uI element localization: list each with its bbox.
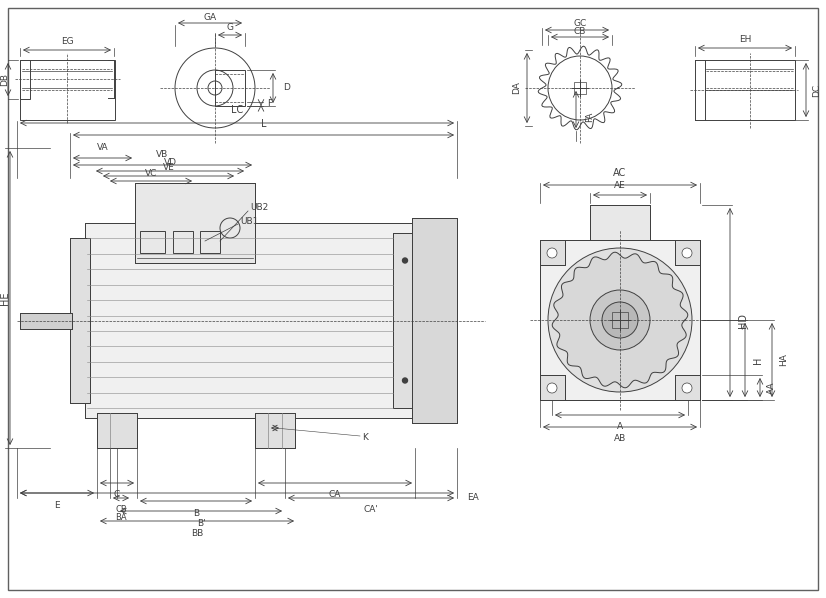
Bar <box>97 413 137 448</box>
Bar <box>140 231 165 253</box>
Bar <box>135 183 255 263</box>
Circle shape <box>402 378 407 383</box>
Text: UB1: UB1 <box>240 216 259 225</box>
Bar <box>70 238 90 403</box>
Text: G: G <box>226 23 234 32</box>
Circle shape <box>548 248 692 392</box>
Text: EH: EH <box>738 35 751 44</box>
Text: B: B <box>193 509 199 518</box>
Text: BA: BA <box>115 513 127 522</box>
Bar <box>85 223 425 418</box>
Bar <box>540 375 565 400</box>
Text: EG: EG <box>60 38 74 47</box>
Text: A: A <box>617 422 623 431</box>
Text: VB: VB <box>156 150 169 159</box>
Bar <box>215 70 245 106</box>
Text: AE: AE <box>614 181 626 190</box>
Bar <box>675 375 700 400</box>
Bar <box>540 375 565 400</box>
Circle shape <box>547 383 557 393</box>
Polygon shape <box>553 252 688 388</box>
Text: VE: VE <box>163 163 174 172</box>
Bar <box>200 231 220 253</box>
Text: HA: HA <box>779 353 788 367</box>
Text: CA': CA' <box>363 505 378 514</box>
Bar <box>393 233 415 408</box>
Text: VC: VC <box>145 169 157 178</box>
Text: FA: FA <box>585 112 594 122</box>
Text: C: C <box>114 490 120 499</box>
Bar <box>675 240 700 265</box>
Circle shape <box>682 248 692 258</box>
Bar <box>20 60 115 120</box>
Text: VA: VA <box>97 143 108 152</box>
Text: B': B' <box>197 519 206 528</box>
Text: VD: VD <box>164 158 177 167</box>
Bar <box>20 313 72 328</box>
Text: UB2: UB2 <box>250 203 268 212</box>
Text: D: D <box>283 84 290 93</box>
Text: L: L <box>261 119 266 129</box>
Bar <box>20 313 72 328</box>
Text: AA: AA <box>767 382 776 394</box>
Bar <box>412 218 457 423</box>
Bar <box>70 238 90 403</box>
Bar <box>393 233 415 408</box>
Text: H: H <box>753 356 763 364</box>
Text: CB: CB <box>115 505 127 514</box>
Text: CA: CA <box>329 490 341 499</box>
Bar <box>85 223 425 418</box>
Bar <box>540 240 565 265</box>
Bar <box>20 60 30 99</box>
Bar <box>705 60 795 120</box>
Bar <box>675 240 700 265</box>
Text: HE: HE <box>0 291 10 305</box>
Circle shape <box>590 290 650 350</box>
Text: DC: DC <box>812 84 821 96</box>
Bar <box>255 413 295 448</box>
Bar <box>97 413 137 448</box>
Circle shape <box>682 383 692 393</box>
Text: AB: AB <box>614 434 626 443</box>
Bar <box>612 312 628 328</box>
Circle shape <box>402 258 407 263</box>
Bar <box>135 183 255 263</box>
Text: AC: AC <box>614 168 627 178</box>
Circle shape <box>602 302 638 338</box>
Text: E: E <box>55 501 59 510</box>
Bar <box>675 375 700 400</box>
Bar <box>412 218 457 423</box>
Circle shape <box>547 248 557 258</box>
Text: DA: DA <box>512 81 521 94</box>
Text: LC: LC <box>231 105 243 115</box>
Text: BB: BB <box>191 529 203 538</box>
Text: GC: GC <box>573 20 586 29</box>
Text: K: K <box>362 434 368 443</box>
Text: DB: DB <box>1 72 10 86</box>
Bar <box>540 240 700 400</box>
Text: EA: EA <box>467 493 479 502</box>
Bar <box>173 231 193 253</box>
Text: GA: GA <box>203 14 216 23</box>
Text: F: F <box>267 99 272 108</box>
Bar <box>255 413 295 448</box>
Text: HD: HD <box>738 313 748 328</box>
Bar <box>540 240 700 400</box>
Bar <box>590 205 650 240</box>
Bar <box>574 82 586 94</box>
Bar <box>590 205 650 240</box>
Bar <box>540 240 565 265</box>
Text: CB: CB <box>574 28 586 36</box>
